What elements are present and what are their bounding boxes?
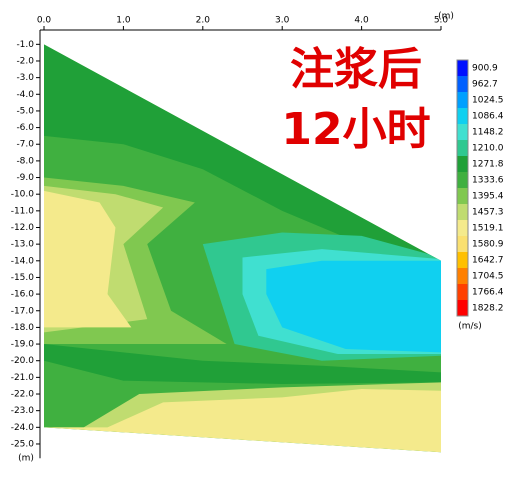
y-tick-label: -16.0	[11, 290, 35, 300]
y-tick-label: -24.0	[11, 423, 35, 433]
x-tick-label: 1.0	[116, 16, 131, 26]
annotation: 12小时	[281, 104, 430, 155]
annotation: 注浆后	[290, 44, 422, 95]
y-tick-label: -25.0	[11, 439, 35, 449]
colorbar-label: 1580.9	[472, 240, 504, 250]
colorbar-unit: (m/s)	[458, 322, 482, 332]
colorbar-label: 1395.4	[472, 192, 504, 202]
x-tick-label: 2.0	[196, 16, 211, 26]
colorbar-label: 1271.8	[472, 160, 504, 170]
y-tick-label: -3.0	[16, 73, 34, 83]
y-tick-label: -5.0	[16, 106, 34, 116]
colorbar-label: 1457.3	[472, 208, 504, 218]
colorbar-frame	[456, 59, 469, 317]
contour-region	[44, 44, 441, 261]
colorbar-swatch	[457, 236, 468, 252]
y-tick-label: -4.0	[16, 90, 34, 100]
colorbar-label: 1704.5	[472, 272, 504, 282]
colorbar-swatch	[457, 188, 468, 204]
colorbar-swatch	[457, 220, 468, 236]
x-tick-label: 4.0	[354, 16, 369, 26]
y-tick-label: -8.0	[16, 156, 34, 166]
y-tick-label: -20.0	[11, 356, 35, 366]
y-tick-label: -14.0	[11, 256, 35, 266]
colorbar-swatch	[457, 156, 468, 172]
colorbar-swatch	[457, 140, 468, 156]
colorbar-label: 1148.2	[472, 128, 504, 138]
x-tick-label: 3.0	[275, 16, 290, 26]
x-tick-label: 0.0	[37, 16, 52, 26]
y-tick-label: -13.0	[11, 240, 35, 250]
y-tick-label: -19.0	[11, 340, 35, 350]
colorbar-swatch	[457, 300, 468, 316]
colorbar-swatch	[457, 268, 468, 284]
colorbar-label: 1024.5	[472, 96, 504, 106]
y-tick-label: -11.0	[11, 206, 35, 216]
x-unit: (m)	[438, 12, 454, 22]
y-tick-label: -7.0	[16, 140, 34, 150]
contour-region	[44, 389, 441, 453]
colorbar-label: 900.9	[472, 64, 498, 74]
colorbar-swatch	[457, 204, 468, 220]
colorbar-label: 1519.1	[472, 224, 504, 234]
colorbar-swatch	[457, 60, 468, 76]
colorbar-swatch	[457, 92, 468, 108]
y-tick-label: -21.0	[11, 373, 35, 383]
y-tick-label: -6.0	[16, 123, 34, 133]
contour-region	[44, 344, 441, 385]
colorbar-swatch	[457, 284, 468, 300]
colorbar-label: 1642.7	[472, 256, 504, 266]
x-tick-label: 5.0	[434, 16, 449, 26]
colorbar-label: 1766.4	[472, 288, 504, 298]
y-tick-label: -15.0	[11, 273, 35, 283]
y-tick-label: -23.0	[11, 406, 35, 416]
contour-field	[44, 44, 441, 453]
colorbar-label: 1210.0	[472, 144, 504, 154]
y-tick-label: -17.0	[11, 306, 35, 316]
contour-region	[266, 260, 441, 353]
y-tick-label: -22.0	[11, 390, 35, 400]
colorbar-label: 962.7	[472, 80, 498, 90]
y-tick-label: -9.0	[16, 173, 34, 183]
y-tick-label: -1.0	[16, 40, 34, 50]
colorbar-label: 1333.6	[472, 176, 504, 186]
y-tick-label: -18.0	[11, 323, 35, 333]
colorbar-swatch	[457, 108, 468, 124]
colorbar-swatch	[457, 172, 468, 188]
y-tick-label: -12.0	[11, 223, 35, 233]
colorbar-swatch	[457, 252, 468, 268]
colorbar-label: 1828.2	[472, 304, 504, 314]
y-tick-label: -10.0	[11, 190, 35, 200]
y-unit: (m)	[18, 454, 34, 464]
y-tick-label: -2.0	[16, 56, 34, 66]
colorbar-label: 1086.4	[472, 112, 504, 122]
colorbar-swatch	[457, 76, 468, 92]
contour-region	[44, 190, 132, 328]
colorbar-swatch	[457, 124, 468, 140]
